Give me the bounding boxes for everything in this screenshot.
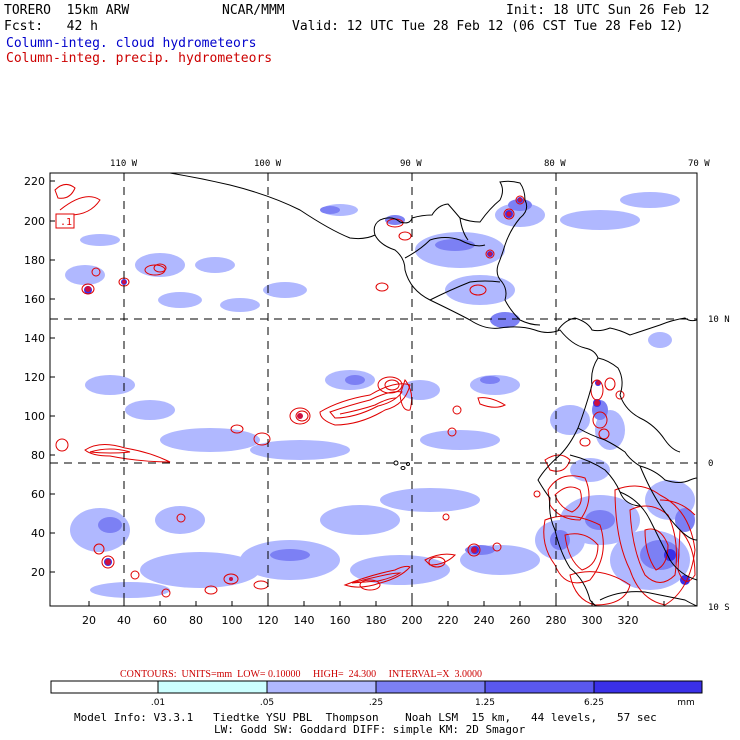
field-cloud-label: Column-integ. cloud hydrometeors [6,36,257,51]
lat-label: 10 S [708,603,730,613]
lat-label: 10 N [708,315,730,325]
x-tick: 40 [117,614,131,627]
colorbar-tick: .25 [369,698,383,708]
colorbar-seg-2 [266,680,377,694]
y-tick: 40 [31,527,45,540]
colorbar-tick: 6.25 [584,698,604,708]
lon-label: 70 W [688,159,710,169]
x-tick: 260 [510,614,531,627]
x-tick: 240 [474,614,495,627]
colorbar-seg-4 [484,680,595,694]
colorbar-tick: .01 [151,698,165,708]
x-tick: 300 [582,614,603,627]
lon-label: 110 W [110,159,138,169]
x-tick: 320 [618,614,639,627]
y-tick: 140 [24,332,45,345]
cloud-shading-light [65,192,695,598]
y-tick: 60 [31,488,45,501]
corner-label-box [55,213,75,229]
contours-legend: CONTOURS: UNITS=mm LOW= 0.10000 HIGH= 24… [120,669,482,680]
y-tick-labels: 220 200 180 160 140 120 100 80 60 40 20 [24,175,45,579]
colorbar-labels: .01 .05 .25 1.25 6.25 mm [151,698,695,708]
lat-label: 0 [708,459,713,469]
lat-lon-grid [50,173,697,606]
x-tick: 120 [258,614,279,627]
lon-label: 90 W [400,159,422,169]
field-precip-label: Column-integ. precip. hydrometeors [6,51,273,66]
x-tick-labels: 20 40 60 80 100 120 140 160 180 200 220 … [82,614,639,627]
valid-time: Valid: 12 UTC Tue 28 Feb 12 (06 CST Tue … [292,19,684,34]
x-tick: 60 [153,614,167,627]
colorbar-seg-3 [375,680,486,694]
lon-label: 80 W [544,159,566,169]
colorbar-seg-5 [593,680,703,694]
colorbar-seg-0 [50,680,159,694]
x-tick: 20 [82,614,96,627]
right-lat-labels: 10 N 0 10 S [708,315,730,613]
colorbar-tick: .05 [260,698,274,708]
lon-label: 100 W [254,159,282,169]
x-tick: 180 [366,614,387,627]
colorbar [50,680,703,694]
y-tick: 100 [24,410,45,423]
corner-label: .1 [60,217,72,228]
y-tick: 160 [24,293,45,306]
x-tick: 80 [189,614,203,627]
y-tick: 20 [31,566,45,579]
init-time: Init: 18 UTC Sun 26 Feb 12 [506,3,710,18]
map-content [50,173,697,606]
galapagos-islands [393,460,410,470]
model-title: TORERO 15km ARW [4,3,130,18]
x-tick: 160 [330,614,351,627]
x-tick: 220 [438,614,459,627]
precip-cores [85,198,600,581]
colorbar-tick: 1.25 [475,698,495,708]
map-frame [49,172,698,607]
y-tick: 180 [24,254,45,267]
x-tick: 200 [402,614,423,627]
precip-contours [54,184,696,606]
model-info-line1: Model Info: V3.3.1 Tiedtke YSU PBL Thomp… [74,711,657,724]
x-tick: 140 [294,614,315,627]
model-info-line2: LW: Godd SW: Goddard DIFF: simple KM: 2D… [214,723,526,736]
y-tick: 200 [24,215,45,228]
forecast-hour: Fcst: 42 h [4,19,98,34]
y-tick: 120 [24,371,45,384]
y-tick: 220 [24,175,45,188]
colorbar-unit: mm [677,698,695,708]
center-label: NCAR/MMM [222,3,285,18]
x-tick: 280 [546,614,567,627]
top-lon-labels: 110 W 100 W 90 W 80 W 70 W [110,159,710,169]
x-tick: 100 [222,614,243,627]
colorbar-seg-1 [157,680,268,694]
y-tick: 80 [31,449,45,462]
axis-ticks [50,180,665,606]
